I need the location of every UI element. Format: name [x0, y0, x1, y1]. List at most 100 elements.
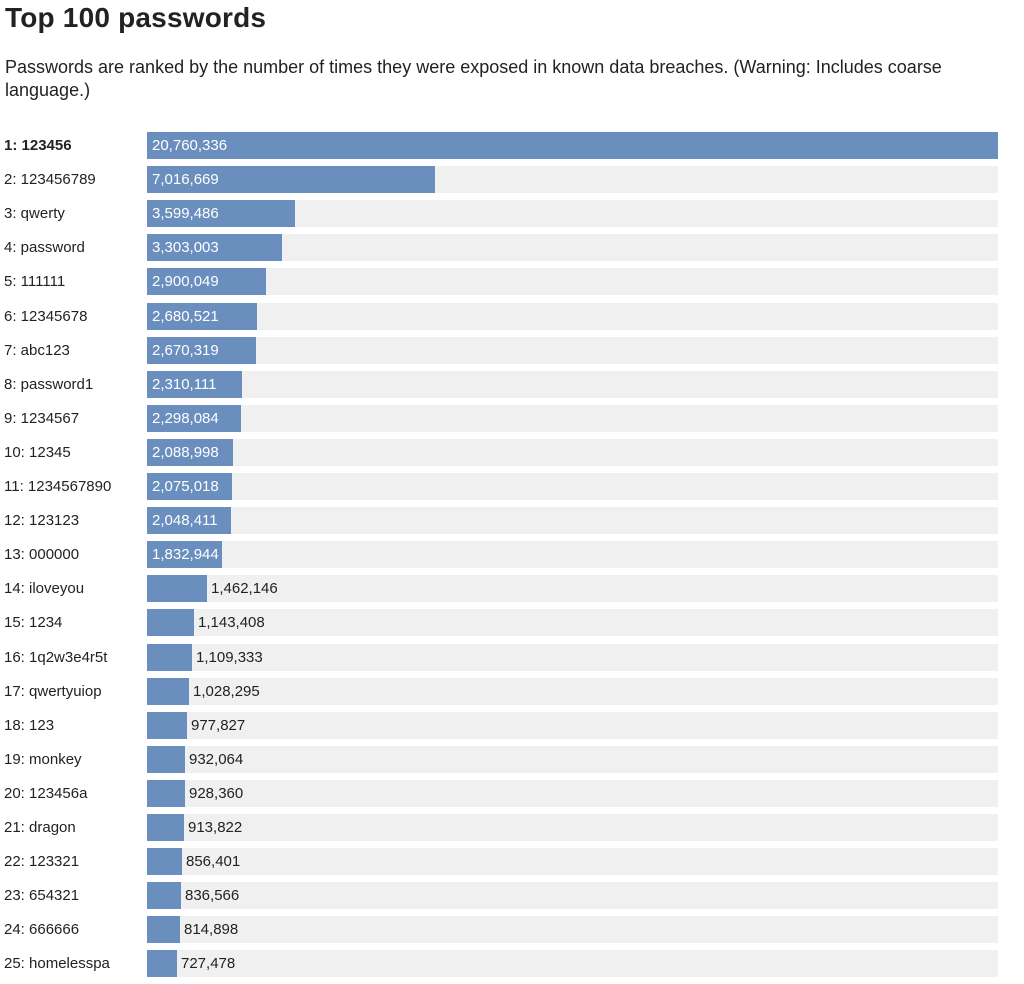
- chart-row: 24: 666666 814,898: [0, 916, 1024, 944]
- category-label: 13: 000000: [4, 546, 80, 564]
- chart-row: 17: qwertyuiop 1,028,295: [0, 677, 1024, 705]
- bar-track: 977,827: [147, 711, 998, 739]
- bar: [147, 916, 180, 944]
- bar-track: 7,016,669: [147, 166, 998, 194]
- chart-row: 1: 123456 20,760,336: [0, 132, 1024, 159]
- bar-track: 2,680,521: [147, 302, 998, 330]
- chart-row: 11: 1234567890 2,075,018: [0, 473, 1024, 500]
- bar: [147, 814, 184, 841]
- category-label: 6: 12345678: [4, 307, 88, 325]
- bar: [147, 882, 181, 910]
- value-label: 814,898: [184, 921, 239, 939]
- category-label: 17: qwertyuiop: [4, 682, 102, 700]
- bar: [147, 677, 189, 705]
- category-label: 19: monkey: [4, 750, 82, 768]
- bar: [147, 132, 998, 159]
- bar-track: 727,478: [147, 950, 998, 978]
- category-label: 23: 654321: [4, 887, 80, 905]
- bar: [147, 950, 177, 978]
- page-subtitle: Passwords are ranked by the number of ti…: [5, 57, 942, 100]
- bar: [147, 234, 282, 262]
- value-label: 2,048,411: [152, 512, 218, 530]
- chart-row: 3: qwerty 3,599,486: [0, 200, 1024, 228]
- bar: [147, 745, 185, 773]
- bar-track: 2,670,319: [147, 336, 998, 364]
- chart-row: 2: 123456789 7,016,669: [0, 166, 1024, 194]
- value-label: 727,478: [181, 955, 236, 973]
- bar-track: 3,599,486: [147, 200, 998, 228]
- chart-row: 21: dragon 913,822: [0, 814, 1024, 841]
- bar: [147, 711, 187, 739]
- value-label: 3,599,486: [152, 205, 219, 223]
- value-label: 2,088,998: [152, 443, 219, 461]
- page-title: Top 100 passwords: [5, 2, 267, 33]
- value-label: 2,310,111: [152, 375, 217, 393]
- category-label: 12: 123123: [4, 512, 80, 530]
- chart-row: 15: 1234 1,143,408: [0, 609, 1024, 637]
- category-label: 7: abc123: [4, 341, 70, 359]
- chart-row: 22: 123321 856,401: [0, 848, 1024, 876]
- bar: [147, 438, 233, 466]
- value-label: 2,670,319: [152, 341, 219, 359]
- bar-track: 2,298,084: [147, 404, 998, 432]
- chart-row: 7: abc123 2,670,319: [0, 336, 1024, 364]
- chart-row: 5: 111111 2,900,049: [0, 268, 1024, 296]
- bar-track: 814,898: [147, 916, 998, 944]
- bar: [147, 575, 207, 603]
- value-label: 913,822: [188, 819, 243, 836]
- bar: [147, 302, 257, 330]
- chart-row: 13: 000000 1,832,944: [0, 541, 1024, 569]
- value-label: 3,303,003: [152, 239, 219, 257]
- value-label: 2,298,084: [152, 409, 219, 427]
- chart-row: 16: 1q2w3e4r5t 1,109,333: [0, 643, 1024, 671]
- bar-track: 2,900,049: [147, 268, 998, 296]
- bar-track: 928,360: [147, 779, 998, 807]
- value-label: 1,143,408: [198, 614, 265, 632]
- chart-row: 9: 1234567 2,298,084: [0, 404, 1024, 432]
- chart-row: 14: iloveyou 1,462,146: [0, 575, 1024, 603]
- category-label: 20: 123456a: [4, 784, 88, 802]
- bar-track: 1,143,408: [147, 609, 998, 637]
- bar: [147, 848, 182, 876]
- bar: [147, 609, 194, 637]
- bar: [147, 507, 231, 535]
- bar-track: 2,048,411: [147, 507, 998, 535]
- category-label: 21: dragon: [4, 819, 76, 836]
- bar-track: 1,462,146: [147, 575, 998, 603]
- category-label: 22: 123321: [4, 853, 80, 871]
- chart-row: 10: 12345 2,088,998: [0, 438, 1024, 466]
- category-label: 11: 1234567890: [4, 478, 112, 495]
- chart-row: 6: 12345678 2,680,521: [0, 302, 1024, 330]
- value-label: 2,075,018: [152, 478, 219, 495]
- category-label: 4: password: [4, 239, 85, 257]
- bar: [147, 370, 242, 398]
- value-label: 1,832,944: [152, 546, 219, 564]
- value-label: 856,401: [186, 853, 241, 871]
- bar-track: 1,028,295: [147, 677, 998, 705]
- bar: [147, 541, 222, 569]
- bar: [147, 643, 192, 671]
- category-label: 5: 111111: [4, 273, 66, 291]
- chart-row: 18: 123 977,827: [0, 711, 1024, 739]
- bar: [147, 404, 241, 432]
- category-label: 24: 666666: [4, 921, 80, 939]
- bar-track: 1,109,333: [147, 643, 998, 671]
- bar-track: 20,760,336: [147, 132, 998, 159]
- category-label: 8: password1: [4, 375, 94, 393]
- bar: [147, 779, 185, 807]
- value-label: 20,760,336: [152, 137, 228, 154]
- bar-track: 2,310,111: [147, 370, 998, 398]
- bar: [147, 268, 266, 296]
- bar-track: 913,822: [147, 814, 998, 841]
- bar-track: 3,303,003: [147, 234, 998, 262]
- category-label: 16: 1q2w3e4r5t: [4, 648, 108, 666]
- bar: [147, 200, 295, 228]
- value-label: 2,900,049: [152, 273, 219, 291]
- category-label: 15: 1234: [4, 614, 63, 632]
- value-label: 1,109,333: [196, 648, 263, 666]
- value-label: 836,566: [185, 887, 240, 905]
- chart-row: 12: 123123 2,048,411: [0, 507, 1024, 535]
- category-label: 10: 12345: [4, 443, 71, 461]
- bar-track: 1,832,944: [147, 541, 998, 569]
- value-label: 1,462,146: [211, 580, 278, 598]
